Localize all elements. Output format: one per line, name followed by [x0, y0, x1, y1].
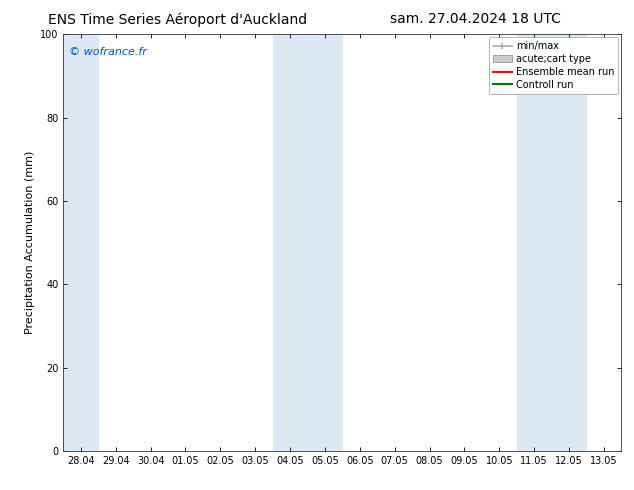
Bar [273, 34, 342, 451]
Text: © wofrance.fr: © wofrance.fr [69, 47, 147, 57]
Bar [517, 34, 586, 451]
Text: ENS Time Series Aéroport d'Auckland: ENS Time Series Aéroport d'Auckland [48, 12, 307, 27]
Y-axis label: Precipitation Accumulation (mm): Precipitation Accumulation (mm) [25, 151, 35, 334]
Text: sam. 27.04.2024 18 UTC: sam. 27.04.2024 18 UTC [390, 12, 561, 26]
Bar [63, 34, 98, 451]
Legend: min/max, acute;cart type, Ensemble mean run, Controll run: min/max, acute;cart type, Ensemble mean … [489, 37, 618, 94]
